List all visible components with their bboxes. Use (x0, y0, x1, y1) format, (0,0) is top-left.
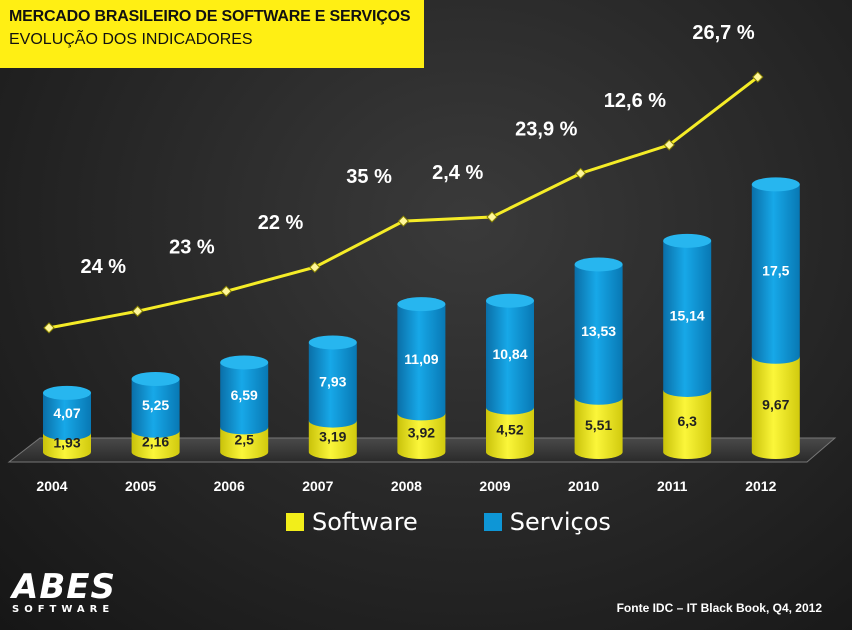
growth-marker-2011 (663, 139, 675, 151)
bar-software-2008 (397, 413, 446, 460)
growth-label-7: 12,6 % (604, 90, 666, 112)
abes-logo: ABES SOFTWARE (12, 570, 116, 616)
x-tick-2010: 2010 (568, 478, 599, 494)
x-tick-2006: 2006 (214, 478, 245, 494)
growth-label-6: 23,9 % (515, 118, 577, 140)
bar-cap-2007 (308, 335, 357, 350)
bar-servicos-2007 (308, 342, 357, 428)
bar-servicos-2006 (220, 362, 269, 435)
label-servicos-2008: 11,09 (404, 351, 438, 367)
growth-marker-2010 (574, 167, 587, 180)
x-tick-2012: 2012 (745, 478, 776, 494)
bar-servicos-2009 (486, 300, 534, 415)
label-servicos-2012: 17,5 (762, 263, 789, 279)
bar-cap-2008 (397, 297, 446, 312)
growth-marker-2008 (397, 215, 410, 227)
legend: Software Serviços (286, 508, 677, 536)
label-servicos-2010: 13,53 (581, 323, 616, 339)
growth-label-8: 26,7 % (692, 22, 754, 44)
x-tick-2007: 2007 (302, 478, 333, 494)
growth-marker-2012 (752, 71, 764, 83)
legend-swatch-software (286, 513, 304, 531)
label-servicos-2007: 7,93 (319, 374, 346, 390)
bar-servicos-2008 (397, 304, 446, 421)
bar-servicos-2012 (751, 184, 800, 364)
label-software-2008: 3,92 (408, 425, 435, 441)
chart-subtitle: EVOLUÇÃO DOS INDICADORES (9, 31, 253, 48)
growth-label-2: 23 % (169, 236, 215, 258)
bar-cap-2010 (574, 257, 623, 272)
label-software-2009: 4,52 (496, 422, 523, 438)
bar-software-2010 (574, 397, 623, 460)
bar-software-2007 (308, 420, 357, 460)
label-servicos-2006: 6,59 (231, 387, 258, 403)
growth-marker-2005 (131, 305, 144, 317)
logo-sub: SOFTWARE (12, 604, 115, 615)
bar-cap-2011 (663, 233, 712, 248)
legend-item-servicos: Serviços (483, 508, 611, 536)
legend-swatch-servicos (483, 513, 502, 531)
label-software-2007: 3,19 (319, 428, 346, 444)
label-software-2005: 2,16 (142, 433, 169, 449)
bar-software-2011 (663, 389, 712, 460)
label-software-2012: 9,67 (762, 396, 789, 412)
growth-marker-2004 (43, 322, 55, 334)
growth-label-4: 35 % (346, 166, 392, 188)
bar-cap-2004 (43, 385, 91, 400)
source-note: Fonte IDC – IT Black Book, Q4, 2012 (616, 601, 822, 615)
legend-label-servicos: Serviços (509, 508, 611, 536)
label-servicos-2009: 10,84 (492, 346, 527, 362)
bar-cap-2012 (751, 177, 800, 192)
x-tick-2011: 2011 (657, 478, 688, 494)
label-software-2006: 2,5 (234, 432, 254, 448)
chart-title: MERCADO BRASILEIRO DE SOFTWARE E SERVIÇO… (9, 8, 411, 25)
legend-item-software: Software (286, 508, 418, 536)
x-tick-2004: 2004 (36, 478, 67, 494)
bar-servicos-2005 (131, 379, 180, 438)
label-software-2004: 1,93 (53, 434, 80, 450)
bar-cap-2009 (486, 293, 534, 308)
legend-label-software: Software (312, 508, 418, 536)
label-servicos-2005: 5,25 (142, 397, 169, 413)
bar-servicos-2011 (663, 240, 712, 397)
label-servicos-2004: 4,07 (53, 405, 80, 421)
label-servicos-2011: 15,14 (670, 307, 705, 323)
bar-software-2004 (43, 432, 91, 459)
bar-cap-2006 (220, 355, 269, 370)
bar-software-2006 (220, 427, 269, 459)
bar-software-2005 (131, 430, 180, 460)
growth-label-3: 22 % (258, 212, 304, 234)
bar-servicos-2004 (43, 392, 91, 440)
x-tick-2008: 2008 (391, 478, 422, 494)
label-software-2011: 6,3 (677, 413, 697, 429)
growth-marker-2006 (220, 285, 232, 297)
growth-label-5: 2,4 % (432, 162, 483, 184)
growth-marker-2009 (486, 211, 498, 223)
x-tick-2005: 2005 (125, 478, 156, 494)
growth-line (48, 75, 759, 330)
bar-software-2009 (486, 407, 534, 459)
bar-software-2012 (751, 356, 800, 460)
label-software-2010: 5,51 (585, 417, 612, 433)
bar-servicos-2010 (574, 264, 623, 405)
growth-label-1: 24 % (81, 256, 127, 278)
growth-marker-2007 (309, 261, 321, 273)
x-tick-2009: 2009 (479, 478, 510, 494)
title-banner: MERCADO BRASILEIRO DE SOFTWARE E SERVIÇO… (0, 0, 424, 68)
bar-cap-2005 (131, 372, 180, 387)
logo-main: ABES (12, 567, 116, 607)
